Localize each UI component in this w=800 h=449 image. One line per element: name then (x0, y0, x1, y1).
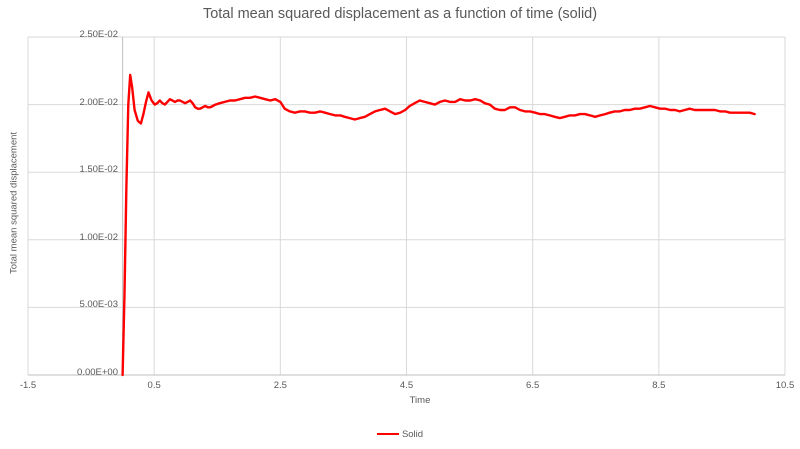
x-axis-title: Time (409, 395, 431, 406)
legend-line-icon (376, 433, 399, 435)
y-tick-label: 2.00E-02 (79, 96, 118, 108)
y-tick-label: 1.50E-02 (79, 164, 118, 176)
x-tick-label: 0.5 (147, 380, 161, 391)
x-tick-label: 6.5 (526, 380, 540, 391)
y-axis-title: Total mean squared displacement (8, 131, 20, 275)
x-tick-label: -1.5 (19, 380, 37, 391)
x-tick-label: 2.5 (273, 380, 287, 391)
y-tick-label: 2.50E-02 (79, 29, 118, 40)
y-tick-label: 1.00E-02 (79, 231, 118, 243)
x-tick-label: 8.5 (652, 380, 666, 391)
series-line-solid (121, 73, 756, 377)
x-tick-label: 4.5 (399, 380, 414, 391)
chart-title: Total mean squared displacement as a fun… (202, 6, 598, 22)
x-tick-label: 10.5 (775, 380, 795, 391)
y-tick-label: 5.00E-03 (79, 299, 118, 311)
y-tick-label: 0.00E+00 (77, 367, 118, 378)
legend: Solid (0, 427, 800, 441)
legend-label: Solid (401, 428, 424, 440)
